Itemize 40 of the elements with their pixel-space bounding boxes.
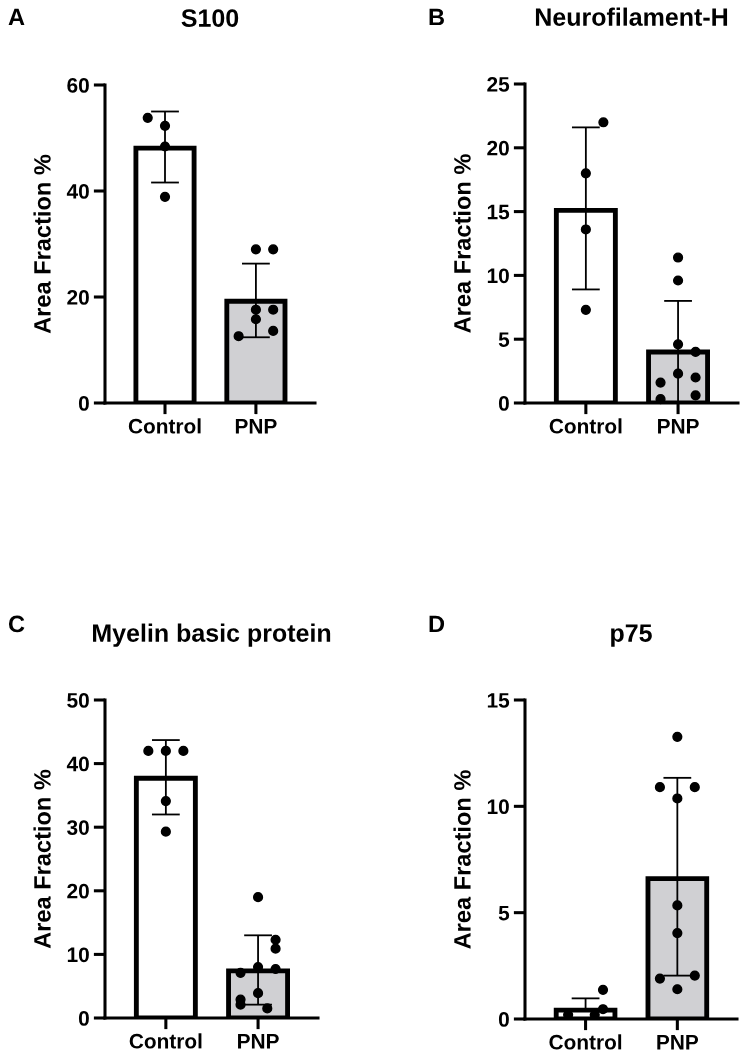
y-axis-title: Area Fraction % xyxy=(453,154,471,333)
y-axis-title: Area Fraction % xyxy=(33,769,51,949)
x-tick-label: Control xyxy=(129,1033,202,1049)
chart-title: Neurofilament-H xyxy=(535,7,728,26)
y-tick-label: 40 xyxy=(66,184,89,199)
y-tick-label: 60 xyxy=(67,78,89,93)
x-tick-label: PNP xyxy=(235,419,277,434)
x-tick-label: Control xyxy=(549,1034,622,1050)
y-tick-label: 15 xyxy=(487,204,510,220)
x-tick-label: PNP xyxy=(657,1035,699,1050)
y-tick-label: 10 xyxy=(487,799,509,815)
y-tick-label: 0 xyxy=(498,396,509,411)
y-tick-label: 5 xyxy=(498,332,510,347)
y-tick-label: 10 xyxy=(67,947,89,963)
y-tick-label: 0 xyxy=(78,396,89,411)
text: B xyxy=(429,8,444,26)
y-tick-label: 20 xyxy=(67,290,89,305)
x-tick-label: PNP xyxy=(658,419,699,434)
y-tick-label: 50 xyxy=(67,693,89,708)
y-axis-title: Area Fraction % xyxy=(453,770,471,949)
chart-title: S100 xyxy=(181,9,239,27)
y-tick-label: 10 xyxy=(487,268,509,284)
y-tick-label: 20 xyxy=(67,883,89,899)
x-tick-label: Control xyxy=(128,418,201,434)
y-tick-label: 25 xyxy=(487,77,510,92)
y-tick-label: 0 xyxy=(498,1012,509,1027)
chart-title: p75 xyxy=(611,624,652,647)
y-axis-title: Area Fraction % xyxy=(33,154,51,334)
text: D xyxy=(429,615,445,633)
y-tick-label: 0 xyxy=(78,1011,89,1026)
y-tick-label: 30 xyxy=(67,820,89,835)
y-tick-label: 5 xyxy=(498,905,510,921)
x-tick-label: PNP xyxy=(238,1034,279,1049)
chart-title: Myelin basic protein xyxy=(93,623,331,647)
text: A xyxy=(8,8,25,26)
text: C xyxy=(8,615,25,633)
x-tick-label: Control xyxy=(549,418,622,434)
y-tick-label: 20 xyxy=(487,140,509,156)
y-tick-label: 15 xyxy=(487,693,510,708)
y-tick-label: 40 xyxy=(66,756,89,772)
